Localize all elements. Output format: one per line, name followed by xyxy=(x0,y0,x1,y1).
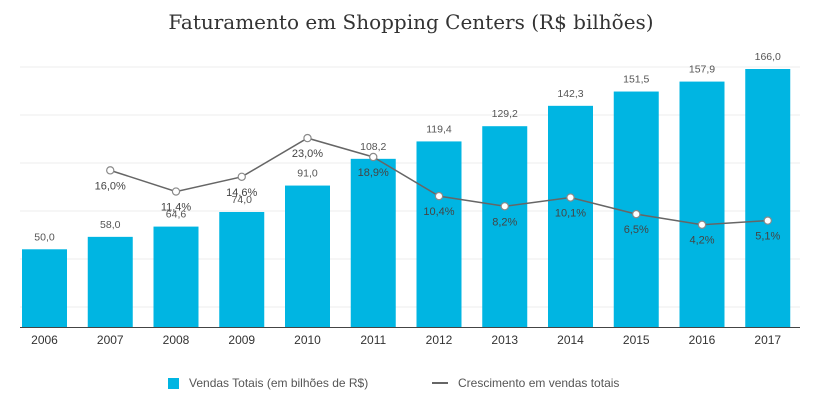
legend-item-sales: Vendas Totais (em bilhões de R$) xyxy=(168,376,368,390)
x-tick-2013: 2013 xyxy=(491,333,518,347)
growth-point-2014 xyxy=(566,193,575,202)
growth-point-2016 xyxy=(697,220,707,229)
x-tick-2007: 2007 xyxy=(97,333,124,347)
x-axis-ticks: 2006 2007 2008 2009 2010 2011 2012 2013 2014 2015… xyxy=(31,333,781,347)
growth-point-2009 xyxy=(237,172,246,182)
bar-label-2011: 108,2 xyxy=(360,141,386,153)
bar-label-2006: 50,0 xyxy=(34,231,55,243)
bar-2016 xyxy=(679,81,725,327)
bar-label-2007: 58,0 xyxy=(100,219,121,231)
growth-label-2011: 18,9% xyxy=(358,167,389,179)
x-tick-2016: 2016 xyxy=(689,333,716,347)
bar-label-2010: 91,0 xyxy=(297,168,318,180)
x-tick-2015: 2015 xyxy=(623,333,650,347)
bars xyxy=(22,69,791,328)
bar-2015 xyxy=(613,91,659,327)
bar-2008 xyxy=(153,226,199,327)
growth-point-2013 xyxy=(500,202,509,211)
bar-2006 xyxy=(22,249,67,327)
bar-2011 xyxy=(350,158,396,327)
chart-plot: 50,0 58,0 64,6 74,0 91,0 108,2 119,4 129,2 142,3… xyxy=(20,51,800,347)
growth-label-2008: 11,4% xyxy=(161,202,192,214)
bar-label-2009: 74,0 xyxy=(232,194,253,206)
bar-label-2015: 151,5 xyxy=(623,74,649,86)
growth-label-2015: 6,5% xyxy=(624,224,649,236)
x-tick-2008: 2008 xyxy=(163,333,190,347)
x-tick-2017: 2017 xyxy=(754,333,781,347)
growth-label-2014: 10,1% xyxy=(555,208,586,220)
bar-2009 xyxy=(219,211,265,327)
legend-item-growth: Crescimento em vendas totais xyxy=(432,376,619,390)
bar-label-2012: 119,4 xyxy=(426,123,452,135)
growth-label-2010: 23,0% xyxy=(292,148,323,160)
growth-value-labels: 16,0% 11,4% 14,6% 23,0% 18,9% 10,4% 8,2% 10,1% 6… xyxy=(95,148,781,247)
bar-label-2016: 157,9 xyxy=(689,64,715,76)
growth-point-2015 xyxy=(632,209,641,219)
legend-label-growth: Crescimento em vendas totais xyxy=(458,376,620,390)
bar-2012 xyxy=(416,141,462,327)
legend-line-growth xyxy=(432,382,448,384)
bar-label-2017: 166,0 xyxy=(755,51,781,63)
x-tick-2010: 2010 xyxy=(294,333,321,347)
bar-label-2013: 129,2 xyxy=(492,108,518,120)
bar-2013 xyxy=(482,126,528,327)
growth-label-2017: 5,1% xyxy=(755,231,780,243)
bar-value-labels: 50,0 58,0 64,6 74,0 91,0 108,2 119,4 129,2 142,3… xyxy=(34,51,781,243)
legend-label-sales: Vendas Totais (em bilhões de R$) xyxy=(189,376,369,390)
growth-point-2012 xyxy=(434,191,444,201)
x-tick-2011: 2011 xyxy=(360,333,386,347)
bar-2007 xyxy=(87,236,133,327)
chart-title: Faturamento em Shopping Centers (R$ bilh… xyxy=(168,10,654,34)
x-tick-2012: 2012 xyxy=(426,333,453,347)
bar-label-2014: 142,3 xyxy=(557,88,583,100)
x-tick-2014: 2014 xyxy=(557,333,584,347)
growth-label-2016: 4,2% xyxy=(689,235,714,247)
bar-2014 xyxy=(548,105,593,328)
bar-2017 xyxy=(745,69,791,327)
growth-label-2012: 10,4% xyxy=(423,206,454,218)
growth-point-2007 xyxy=(106,166,115,175)
growth-label-2009: 14,6% xyxy=(226,187,257,199)
growth-point-2010 xyxy=(303,133,312,143)
bar-label-2008: 64,6 xyxy=(166,209,187,221)
growth-label-2013: 8,2% xyxy=(492,216,517,228)
x-tick-2009: 2009 xyxy=(228,333,255,347)
growth-point-2008 xyxy=(171,187,181,196)
x-tick-2006: 2006 xyxy=(31,333,58,347)
bar-2010 xyxy=(285,185,330,327)
gridlines xyxy=(20,66,800,308)
growth-label-2007: 16,0% xyxy=(95,180,126,192)
legend-swatch-sales xyxy=(168,377,179,389)
growth-line xyxy=(106,133,772,229)
growth-point-2011 xyxy=(369,152,378,162)
growth-point-2017 xyxy=(763,216,772,225)
legend: Vendas Totais (em bilhões de R$) Crescim… xyxy=(0,376,822,394)
